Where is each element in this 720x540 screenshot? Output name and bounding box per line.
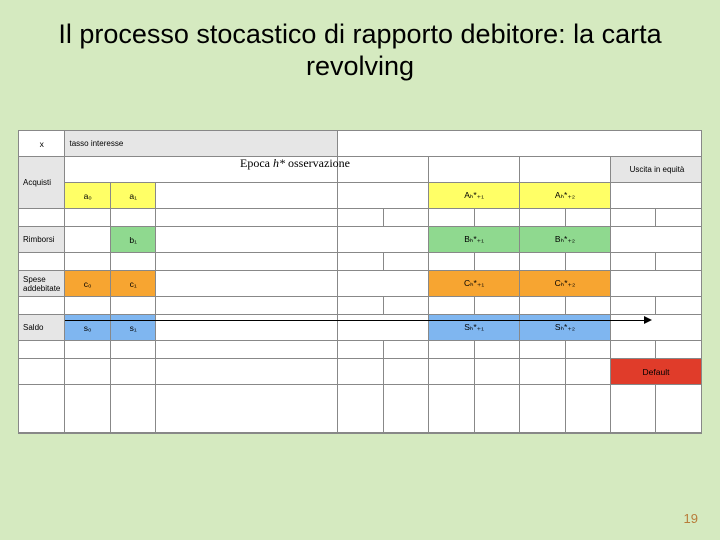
- rimborsi-h1: Bₕ*₊₁: [429, 227, 520, 253]
- spese-h1: Cₕ*₊₁: [429, 271, 520, 297]
- label-acquisti: Acquisti: [19, 157, 65, 209]
- timeline-arrow-head-icon: [644, 316, 652, 324]
- label-saldo: Saldo: [19, 315, 65, 341]
- saldo-s1: s₁: [110, 315, 155, 341]
- row-saldo: Saldo s₀ s₁ Sₕ*₊₁ Sₕ*₊₂: [19, 315, 702, 341]
- spese-h2: Cₕ*₊₂: [520, 271, 611, 297]
- process-table: x tasso interesse Acquisti Uscita in equ…: [18, 130, 702, 434]
- header-tasso: tasso interesse: [65, 131, 338, 157]
- spese-c1: c₁: [110, 271, 155, 297]
- row-rimborsi: Rimborsi b₁ Bₕ*₊₁ Bₕ*₊₂: [19, 227, 702, 253]
- row-default: Default: [19, 359, 702, 385]
- row-spese: Spese addebitate c₀ c₁ Cₕ*₊₁ Cₕ*₊₂: [19, 271, 702, 297]
- timeline-arrow-line: [65, 320, 645, 321]
- process-table-container: x tasso interesse Acquisti Uscita in equ…: [18, 130, 702, 434]
- row-acquisti-header: Acquisti Uscita in equità: [19, 157, 702, 183]
- header-x: x: [19, 131, 65, 157]
- bottom-row: [19, 433, 702, 434]
- rimborsi-b1: b₁: [110, 227, 155, 253]
- header-row-1: x tasso interesse: [19, 131, 702, 157]
- row-acquisti: a₀ a₁ Aₕ*₊₁ Aₕ*₊₂: [19, 183, 702, 209]
- label-rimborsi: Rimborsi: [19, 227, 65, 253]
- page-number: 19: [684, 511, 698, 526]
- default-cell: Default: [610, 359, 701, 385]
- acquisti-h1: Aₕ*₊₁: [429, 183, 520, 209]
- label-spese: Spese addebitate: [19, 271, 65, 297]
- saldo-h2: Sₕ*₊₂: [520, 315, 611, 341]
- acquisti-h2: Aₕ*₊₂: [520, 183, 611, 209]
- slide-title: Il processo stocastico di rapporto debit…: [0, 0, 720, 93]
- spese-c0: c₀: [65, 271, 110, 297]
- saldo-h1: Sₕ*₊₁: [429, 315, 520, 341]
- header-uscita: Uscita in equità: [610, 157, 701, 183]
- acquisti-a0: a₀: [65, 183, 110, 209]
- acquisti-a1: a₁: [110, 183, 155, 209]
- saldo-s0: s₀: [65, 315, 110, 341]
- rimborsi-h2: Bₕ*₊₂: [520, 227, 611, 253]
